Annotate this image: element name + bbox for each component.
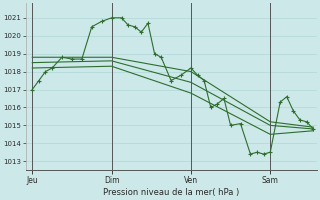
X-axis label: Pression niveau de la mer( hPa ): Pression niveau de la mer( hPa ) [103, 188, 239, 197]
